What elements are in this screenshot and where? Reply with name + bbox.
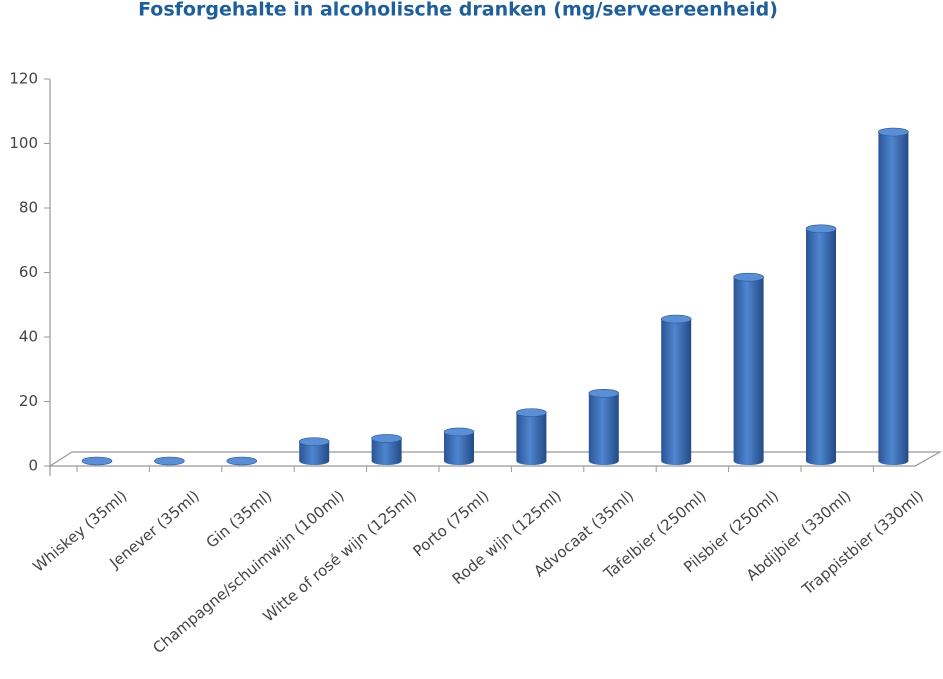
x-tick-label: Gin (35ml) [203,487,276,552]
bar-top [806,225,836,233]
y-tick-label: 0 [28,457,38,475]
bar-top [734,273,764,281]
bar [589,389,619,465]
y-tick-label: 120 [9,70,38,88]
y-tick-label: 40 [19,328,38,346]
bar-top [444,428,474,436]
bar-top [589,389,619,397]
y-tick-label: 60 [19,263,38,281]
y-tick-label: 80 [19,199,38,217]
bar-top [661,315,691,323]
bar-top [82,457,112,465]
bar [734,273,764,465]
bar [661,315,691,465]
bar-top [516,409,546,417]
bar-top [154,457,184,465]
bar-top [299,438,329,446]
bar [516,409,546,465]
chart-title: Fosforgehalte in alcoholische dranken (m… [138,0,778,21]
x-tick-label: Trappistbier (330ml) [798,487,927,599]
chart: Fosforgehalte in alcoholische dranken (m… [0,0,943,679]
y-tick-label: 100 [9,134,38,152]
x-tick-label: Witte of rosé wijn (125ml) [260,487,421,626]
bar [878,128,908,465]
bar-top [227,457,257,465]
bar-top [372,434,402,442]
y-tick-label: 20 [19,392,38,410]
bar-top [878,128,908,136]
bar [806,225,836,465]
